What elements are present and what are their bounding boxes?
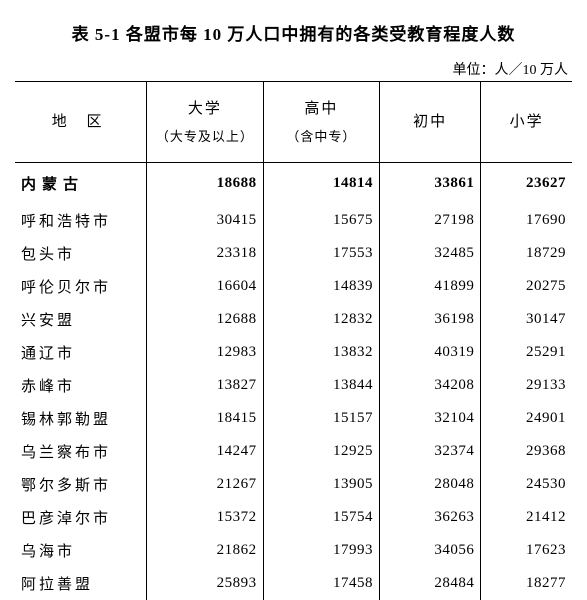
table-row: 锡林郭勒盟18415151573210424901: [15, 402, 572, 435]
cell-region: 阿拉善盟: [15, 567, 147, 600]
cell-hs: 14814: [263, 163, 379, 205]
cell-region: 巴彦淖尔市: [15, 501, 147, 534]
cell-hs: 13844: [263, 369, 379, 402]
cell-region: 通辽市: [15, 336, 147, 369]
cell-pri: 25291: [481, 336, 572, 369]
cell-pri: 20275: [481, 270, 572, 303]
cell-hs: 17458: [263, 567, 379, 600]
cell-univ: 18688: [147, 163, 263, 205]
col-header-hs-sub: （含中专）: [268, 124, 375, 150]
cell-region: 锡林郭勒盟: [15, 402, 147, 435]
cell-region: 乌兰察布市: [15, 435, 147, 468]
col-header-pri-label: 小学: [510, 114, 544, 130]
cell-region: 赤峰市: [15, 369, 147, 402]
cell-jhs: 36263: [380, 501, 481, 534]
cell-univ: 16604: [147, 270, 263, 303]
col-header-hs-label: 高中: [304, 101, 338, 117]
col-header-univ: 大学 （大专及以上）: [147, 82, 263, 163]
cell-pri: 29368: [481, 435, 572, 468]
cell-jhs: 32485: [380, 237, 481, 270]
cell-jhs: 28484: [380, 567, 481, 600]
cell-jhs: 32374: [380, 435, 481, 468]
col-header-univ-label: 大学: [188, 101, 222, 117]
cell-pri: 18729: [481, 237, 572, 270]
table-header-row: 地 区 大学 （大专及以上） 高中 （含中专） 初中 小学: [15, 82, 572, 163]
cell-hs: 12925: [263, 435, 379, 468]
cell-hs: 15157: [263, 402, 379, 435]
cell-region: 鄂尔多斯市: [15, 468, 147, 501]
cell-univ: 18415: [147, 402, 263, 435]
cell-hs: 13832: [263, 336, 379, 369]
cell-hs: 17993: [263, 534, 379, 567]
cell-hs: 12832: [263, 303, 379, 336]
cell-region: 呼伦贝尔市: [15, 270, 147, 303]
cell-pri: 24530: [481, 468, 572, 501]
cell-univ: 12688: [147, 303, 263, 336]
cell-hs: 17553: [263, 237, 379, 270]
cell-univ: 30415: [147, 204, 263, 237]
col-header-univ-sub: （大专及以上）: [151, 124, 258, 150]
cell-pri: 24901: [481, 402, 572, 435]
education-table: 地 区 大学 （大专及以上） 高中 （含中专） 初中 小学 内蒙古 18688 …: [15, 81, 572, 600]
cell-univ: 21267: [147, 468, 263, 501]
cell-pri: 29133: [481, 369, 572, 402]
cell-jhs: 32104: [380, 402, 481, 435]
cell-univ: 13827: [147, 369, 263, 402]
cell-pri: 30147: [481, 303, 572, 336]
cell-univ: 12983: [147, 336, 263, 369]
cell-pri: 17690: [481, 204, 572, 237]
col-header-region: 地 区: [15, 82, 147, 163]
cell-pri: 21412: [481, 501, 572, 534]
cell-pri: 18277: [481, 567, 572, 600]
cell-univ: 15372: [147, 501, 263, 534]
table-row: 鄂尔多斯市21267139052804824530: [15, 468, 572, 501]
table-row: 阿拉善盟25893174582848418277: [15, 567, 572, 600]
cell-jhs: 34056: [380, 534, 481, 567]
table-row: 呼伦贝尔市16604148394189920275: [15, 270, 572, 303]
cell-jhs: 27198: [380, 204, 481, 237]
table-row: 通辽市12983138324031925291: [15, 336, 572, 369]
cell-jhs: 36198: [380, 303, 481, 336]
col-header-region-label: 地 区: [52, 114, 110, 130]
cell-region: 乌海市: [15, 534, 147, 567]
cell-region: 兴安盟: [15, 303, 147, 336]
table-total-row: 内蒙古 18688 14814 33861 23627: [15, 163, 572, 205]
cell-jhs: 41899: [380, 270, 481, 303]
cell-jhs: 34208: [380, 369, 481, 402]
cell-univ: 25893: [147, 567, 263, 600]
col-header-jhs-label: 初中: [413, 114, 447, 130]
cell-univ: 23318: [147, 237, 263, 270]
table-row: 兴安盟12688128323619830147: [15, 303, 572, 336]
cell-univ: 14247: [147, 435, 263, 468]
cell-jhs: 28048: [380, 468, 481, 501]
cell-hs: 14839: [263, 270, 379, 303]
table-body: 内蒙古 18688 14814 33861 23627 呼和浩特市3041515…: [15, 163, 572, 600]
col-header-pri: 小学: [481, 82, 572, 163]
table-row: 赤峰市13827138443420829133: [15, 369, 572, 402]
table-title: 表 5-1 各盟市每 10 万人口中拥有的各类受教育程度人数: [15, 20, 572, 45]
table-row: 包头市23318175533248518729: [15, 237, 572, 270]
cell-region: 内蒙古: [15, 163, 147, 205]
cell-region: 呼和浩特市: [15, 204, 147, 237]
cell-univ: 21862: [147, 534, 263, 567]
cell-pri: 23627: [481, 163, 572, 205]
cell-hs: 15754: [263, 501, 379, 534]
cell-hs: 13905: [263, 468, 379, 501]
col-header-jhs: 初中: [380, 82, 481, 163]
table-row: 呼和浩特市30415156752719817690: [15, 204, 572, 237]
table-row: 乌海市21862179933405617623: [15, 534, 572, 567]
cell-region: 包头市: [15, 237, 147, 270]
table-unit: 单位：人／10 万人: [15, 59, 572, 79]
cell-jhs: 33861: [380, 163, 481, 205]
cell-hs: 15675: [263, 204, 379, 237]
col-header-hs: 高中 （含中专）: [263, 82, 379, 163]
table-row: 乌兰察布市14247129253237429368: [15, 435, 572, 468]
cell-pri: 17623: [481, 534, 572, 567]
table-row: 巴彦淖尔市15372157543626321412: [15, 501, 572, 534]
cell-jhs: 40319: [380, 336, 481, 369]
